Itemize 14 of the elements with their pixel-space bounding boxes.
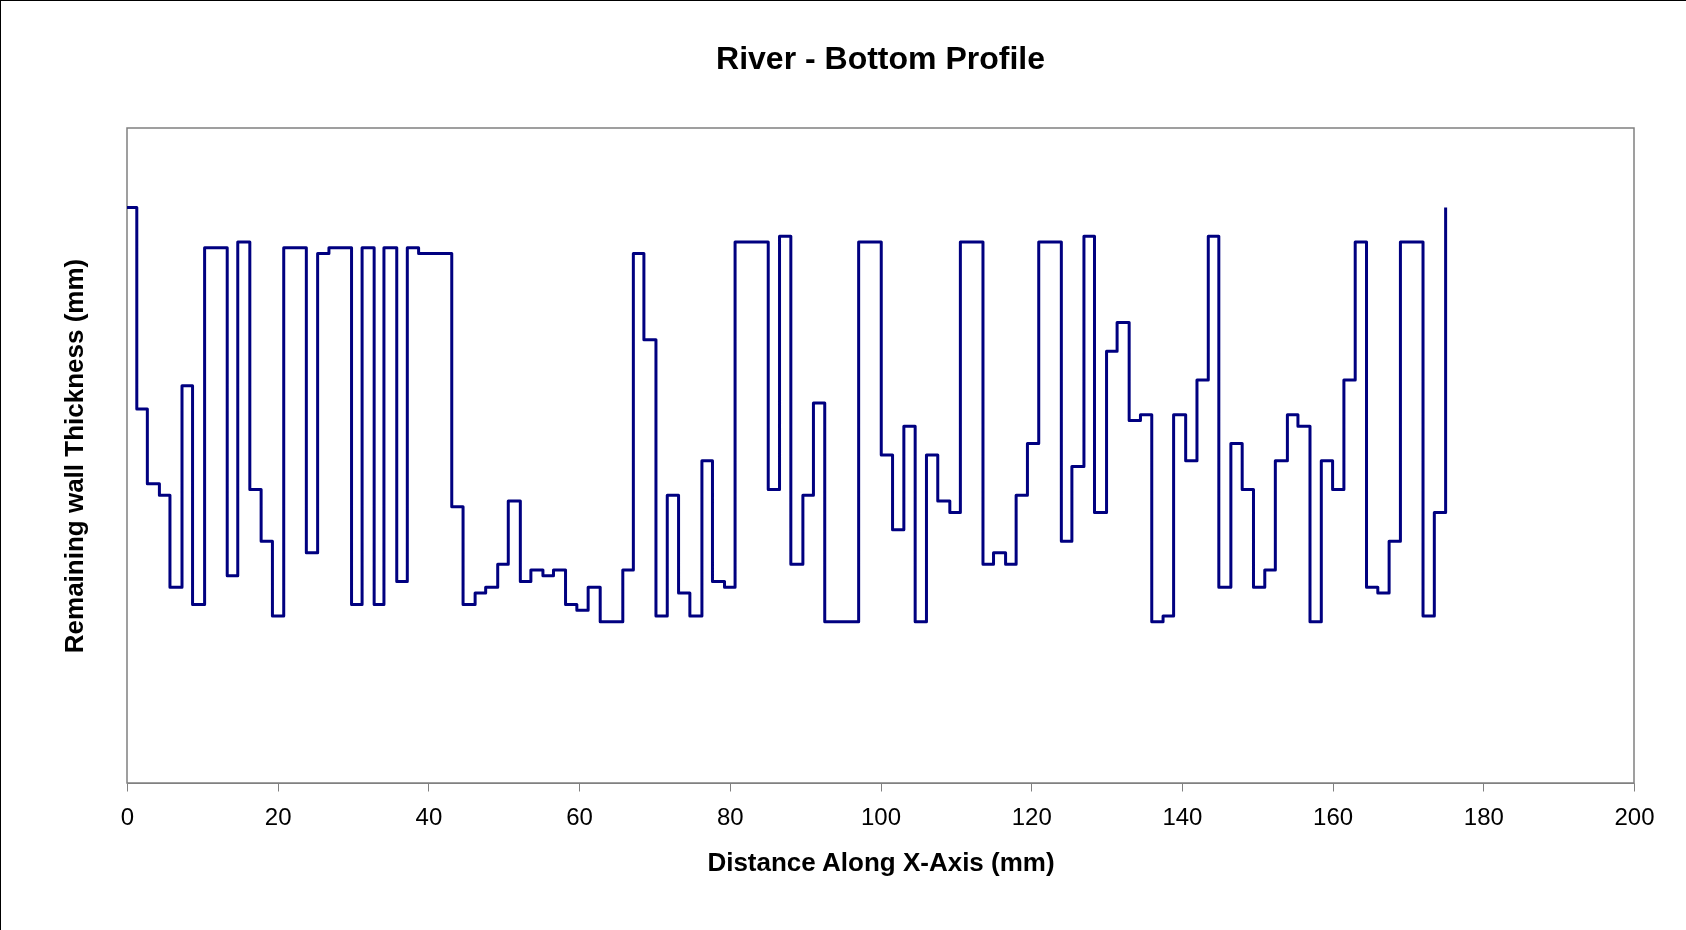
x-axis-title: Distance Along X-Axis (mm)	[707, 846, 1055, 877]
x-tick-label: 200	[1614, 802, 1655, 830]
x-tick-label: 180	[1463, 802, 1504, 830]
x-tick-label: 0	[120, 802, 135, 830]
x-tick-label: 140	[1162, 802, 1203, 830]
x-tick-label: 20	[264, 802, 292, 830]
x-tick-label: 60	[566, 802, 593, 830]
y-axis-title: Remaining wall Thickness (mm)	[58, 258, 89, 654]
x-tick-label: 100	[860, 802, 902, 830]
x-tick-label: 80	[716, 802, 744, 830]
chart-title: River - Bottom Profile	[716, 40, 1045, 76]
x-tick-label: 160	[1313, 802, 1354, 830]
x-tick-label: 40	[415, 802, 443, 830]
x-tick-label: 120	[1011, 802, 1052, 830]
